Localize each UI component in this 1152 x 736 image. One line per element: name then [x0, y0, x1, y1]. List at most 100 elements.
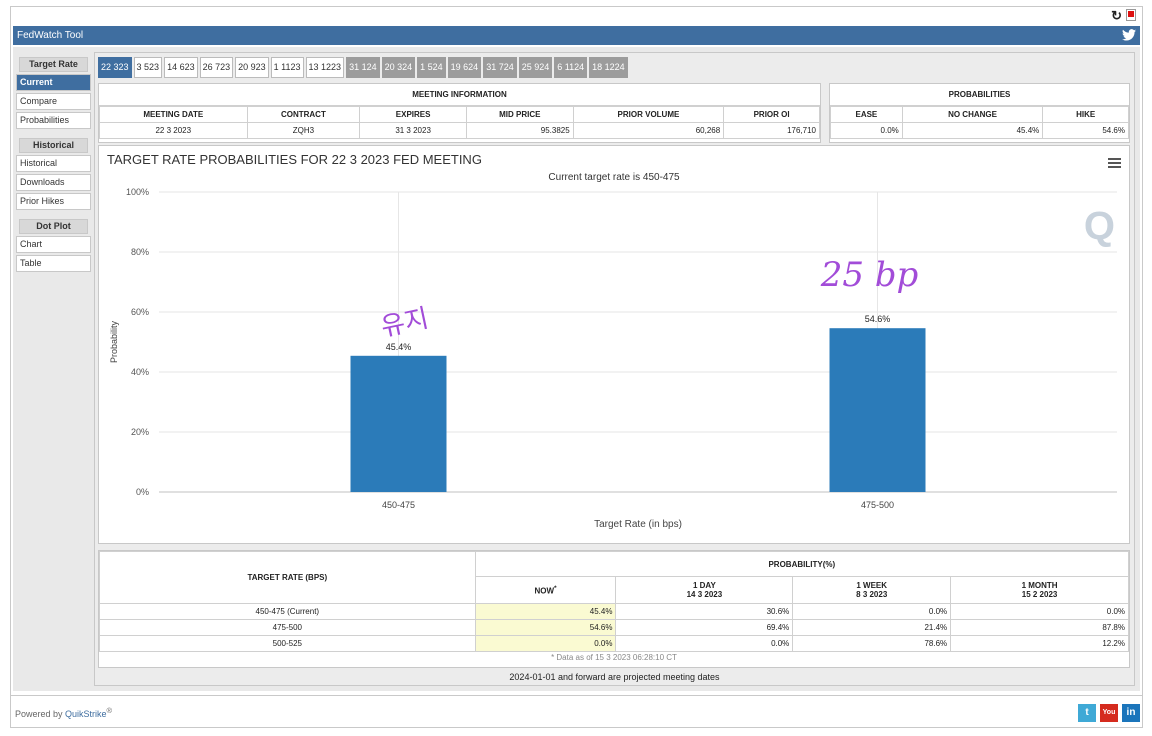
chart-subtitle: Current target rate is 450-475: [548, 172, 680, 183]
table-row: 450-475 (Current) 45.4% 30.6% 0.0% 0.0%: [99, 603, 1129, 620]
meeting-value-mid-price: 95.3825: [465, 122, 574, 139]
tab-meeting-20-324[interactable]: 20 324: [381, 57, 416, 78]
tab-meeting-31-724[interactable]: 31 724: [483, 57, 517, 78]
quikstrike-link[interactable]: QuikStrike: [65, 709, 107, 719]
probability-percent-header: PROBABILITY(%): [474, 551, 1130, 577]
probabilities-table: EASE NO CHANGE HIKE 0.0% 45.4% 54.6%: [830, 106, 1129, 139]
probability-cell: 21.4%: [792, 619, 952, 636]
sidebar-item-chart[interactable]: Chart: [16, 236, 91, 253]
meeting-value-meeting-date: 22 3 2023: [99, 122, 248, 139]
tab-meeting-1-1123[interactable]: 1 1123: [270, 57, 304, 78]
meeting-header-prior-oi: PRIOR OI: [723, 106, 820, 123]
probability-cell: 0.0%: [792, 603, 952, 620]
meeting-header-meeting-date: MEETING DATE: [99, 106, 248, 123]
handwritten-annotation: 25 bp: [820, 255, 919, 295]
sidebar-gap: [16, 210, 91, 219]
handwritten-annotation: 유지: [378, 304, 431, 343]
y-axis-label: Probability: [109, 320, 119, 363]
bar-data-label: 54.6%: [865, 314, 891, 324]
tab-meeting-25-924[interactable]: 25 924: [518, 57, 553, 78]
probability-cell: 30.6%: [615, 603, 794, 620]
probability-cell: 0.0%: [474, 635, 617, 652]
tab-meeting-3-523[interactable]: 3 523: [133, 57, 163, 78]
probability-header-hike: HIKE: [1042, 106, 1129, 123]
tab-meeting-19-624[interactable]: 19 624: [447, 57, 482, 78]
powered-prefix: Powered by: [15, 709, 66, 719]
twitter-bird-icon[interactable]: [1122, 29, 1136, 41]
x-tick-label: 450-475: [382, 500, 415, 510]
y-tick-label: 100%: [126, 187, 149, 197]
tab-meeting-18-1224[interactable]: 18 1224: [589, 57, 628, 78]
x-axis-label: Target Rate (in bps): [594, 519, 682, 530]
youtube-icon[interactable]: You: [1100, 704, 1118, 722]
probability-value-hike: 54.6%: [1042, 122, 1129, 139]
table-row: 475-500 54.6% 69.4% 21.4% 87.8%: [99, 619, 1129, 636]
linkedin-icon[interactable]: in: [1122, 704, 1140, 722]
meeting-header-contract: CONTRACT: [246, 106, 361, 123]
y-tick-label: 20%: [131, 427, 149, 437]
meeting-header-prior-volume: PRIOR VOLUME: [572, 106, 725, 123]
meeting-header-expires: EXPIRES: [359, 106, 467, 123]
period-label: 1 DAY: [692, 581, 716, 590]
meeting-value-prior-volume: 60,268: [572, 122, 725, 139]
y-tick-label: 0%: [136, 487, 149, 497]
sidebar-item-compare[interactable]: Compare: [16, 93, 91, 110]
main-panel: 22 323 3 523 14 623 26 723 20 923 1 1123 13 12…: [94, 52, 1135, 686]
probabilities-panel: PROBABILITIES EASE NO CHANGE HIKE 0.0% 45.4…: [829, 83, 1130, 143]
sidebar-item-prior-hikes[interactable]: Prior Hikes: [16, 193, 91, 210]
probability-value-ease: 0.0%: [830, 122, 903, 139]
probability-header-no-change: NO CHANGE: [901, 106, 1044, 123]
tab-meeting-31-124[interactable]: 31 124: [346, 57, 380, 78]
probability-header-ease: EASE: [830, 106, 903, 123]
sidebar-item-probabilities[interactable]: Probabilities: [16, 112, 91, 129]
tab-meeting-1-524[interactable]: 1 524: [417, 57, 446, 78]
tab-meeting-26-723[interactable]: 26 723: [199, 57, 234, 78]
bar-475-500: [829, 328, 926, 492]
sidebar-header-dot-plot: Dot Plot: [19, 219, 88, 234]
tab-meeting-13-1223[interactable]: 13 1223: [305, 57, 345, 78]
period-header-1-month: 1 MONTH 15 2 2023: [950, 576, 1129, 604]
y-tick-label: 80%: [131, 247, 149, 257]
refresh-icon[interactable]: ↻: [1111, 8, 1122, 23]
meeting-information-panel: MEETING INFORMATION MEETING DATE CONTRACT…: [98, 83, 821, 143]
meeting-value-contract: ZQH3: [246, 122, 361, 139]
probability-cell: 69.4%: [615, 619, 794, 636]
data-as-of-note: * Data as of 15 3 2023 06:28:10 CT: [551, 653, 677, 662]
fedwatch-frame: ↻ FedWatch Tool Target Rate Current Compar…: [10, 6, 1143, 728]
sidebar: Target Rate Current Compare Probabilities Hi…: [16, 57, 91, 272]
period-header-1-week: 1 WEEK 8 3 2023: [792, 576, 952, 604]
projected-dates-note: 2024-01-01 and forward are projected mee…: [509, 672, 720, 682]
probability-cell: 45.4%: [474, 603, 617, 620]
probability-cell: 12.2%: [950, 635, 1129, 652]
tab-meeting-14-623[interactable]: 14 623: [164, 57, 198, 78]
bar-450-475: [350, 355, 447, 492]
tab-meeting-6-1124[interactable]: 6 1124: [554, 57, 588, 78]
footer: Powered by QuikStrike® t You in: [11, 695, 1142, 727]
pdf-export-icon[interactable]: [1126, 9, 1136, 21]
sidebar-item-current[interactable]: Current: [16, 74, 91, 91]
period-header-now: NOW*: [474, 576, 617, 604]
chart-menu-icon[interactable]: [1108, 158, 1121, 168]
top-toolbar: ↻: [11, 7, 1142, 25]
tab-meeting-20-923[interactable]: 20 923: [235, 57, 269, 78]
sidebar-header-historical: Historical: [19, 138, 88, 153]
tab-meeting-22-323[interactable]: 22 323: [98, 57, 132, 78]
y-tick-label: 40%: [131, 367, 149, 377]
period-label: 1 MONTH: [1021, 581, 1058, 590]
powered-by: Powered by QuikStrike®: [15, 706, 112, 719]
probability-cell: 0.0%: [950, 603, 1129, 620]
twitter-icon[interactable]: t: [1078, 704, 1096, 722]
content-area: Target Rate Current Compare Probabilities Hi…: [13, 47, 1140, 691]
sidebar-item-table[interactable]: Table: [16, 255, 91, 272]
sidebar-item-historical[interactable]: Historical: [16, 155, 91, 172]
period-label: NOW*: [534, 584, 557, 596]
period-date: 15 2 2023: [1021, 590, 1058, 599]
probability-value-no-change: 45.4%: [901, 122, 1044, 139]
target-rate-cell: 475-500: [99, 619, 476, 636]
probability-history-table: TARGET RATE (BPS) PROBABILITY(%) NOW* 1 DAY…: [99, 551, 1130, 652]
app-title: FedWatch Tool: [17, 30, 84, 41]
sidebar-item-downloads[interactable]: Downloads: [16, 174, 91, 191]
period-asterisk: *: [554, 584, 557, 592]
probability-cell: 54.6%: [474, 619, 617, 636]
bar-data-label: 45.4%: [386, 342, 412, 352]
